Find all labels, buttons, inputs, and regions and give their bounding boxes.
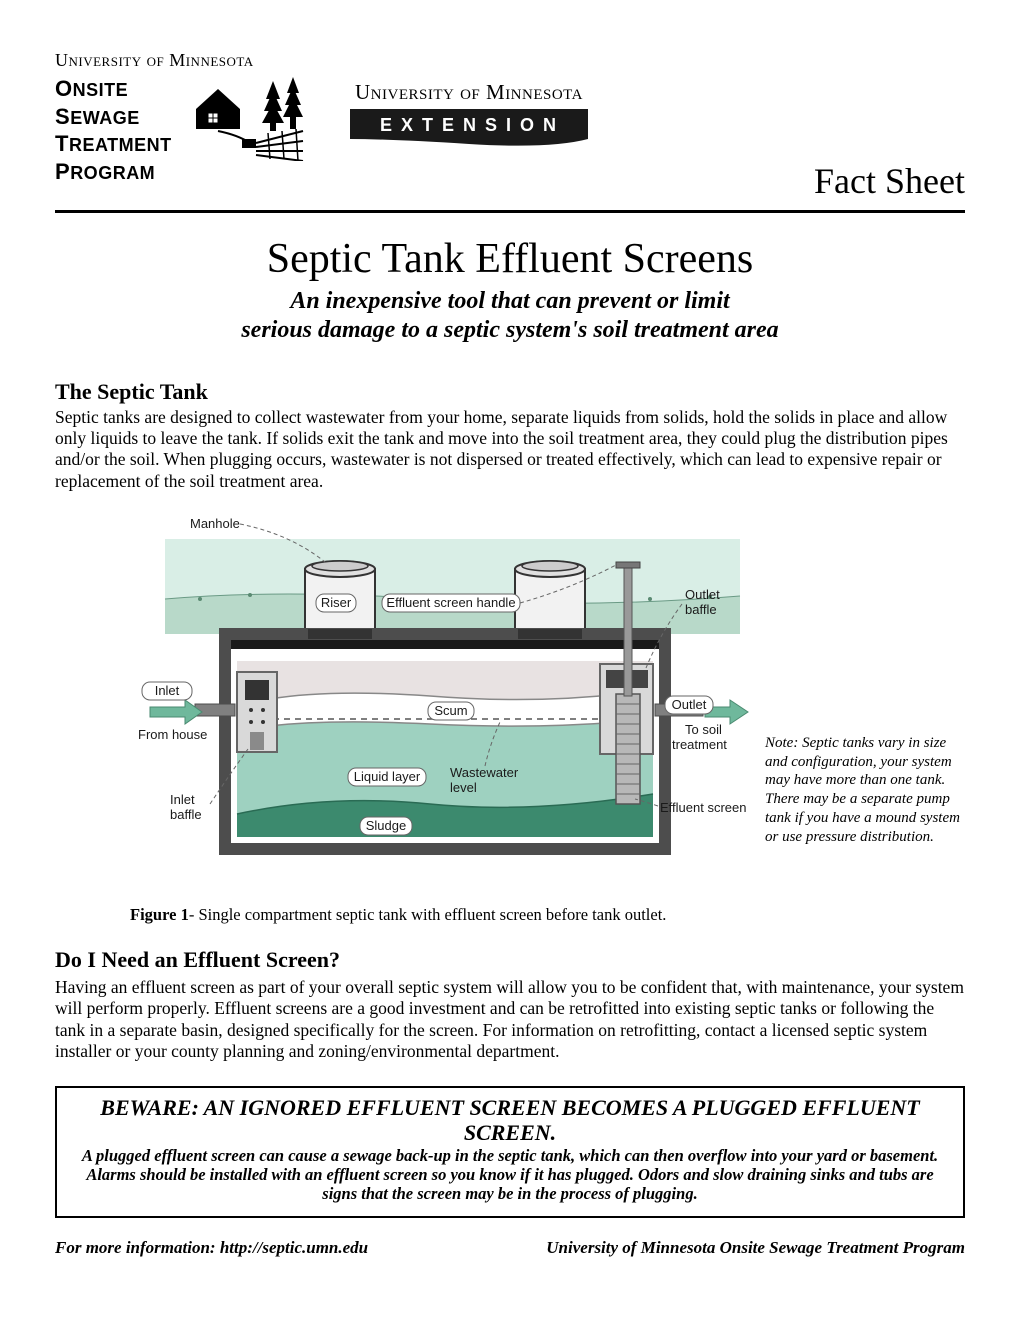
label-from-house: From house	[138, 727, 207, 742]
septic-tank-diagram: Manhole Riser Effluent screen handle Out…	[130, 504, 750, 899]
figure-1-wrap: Manhole Riser Effluent screen handle Out…	[55, 504, 965, 925]
footer-left: For more information: http://septic.umn.…	[55, 1238, 368, 1258]
subtitle-line-1: An inexpensive tool that can prevent or …	[290, 288, 729, 314]
inlet-baffle-shape	[237, 672, 277, 752]
header-center-branding: University of Minnesota E X T E N S I O …	[350, 80, 588, 154]
page-footer: For more information: http://septic.umn.…	[55, 1238, 965, 1258]
label-outlet: Outlet	[672, 697, 707, 712]
beware-body: A plugged effluent screen can cause a se…	[71, 1147, 949, 1204]
section-heading-need-screen: Do I Need an Effluent Screen?	[55, 947, 965, 973]
header-left-branding: University of Minnesota ONSITE SEWAGE TR…	[55, 50, 308, 185]
section-heading-septic-tank: The Septic Tank	[55, 379, 965, 405]
label-inlet-baffle-1: Inlet	[170, 792, 195, 807]
label-effluent-screen: Effluent screen	[660, 800, 746, 815]
beware-box: BEWARE: AN IGNORED EFFLUENT SCREEN BECOM…	[55, 1086, 965, 1217]
label-to-soil-1: To soil	[685, 722, 722, 737]
section-body-need-screen: Having an effluent screen as part of you…	[55, 977, 965, 1062]
page-header: University of Minnesota ONSITE SEWAGE TR…	[55, 50, 965, 213]
university-name-top: University of Minnesota	[55, 50, 308, 71]
fact-sheet-label: Fact Sheet	[814, 160, 965, 202]
program-line-4: ROGRAM	[70, 163, 155, 183]
program-line-3: REATMENT	[69, 135, 172, 155]
label-effluent-handle: Effluent screen handle	[386, 595, 515, 610]
document-title: Septic Tank Effluent Screens	[55, 235, 965, 283]
label-wastewater-2: level	[450, 780, 477, 795]
riser-right	[515, 561, 585, 629]
label-inlet: Inlet	[155, 683, 180, 698]
subtitle-line-2: serious damage to a septic system's soil…	[241, 317, 778, 343]
extension-label: E X T E N S I O N	[380, 115, 558, 135]
label-outlet-baffle-2: baffle	[685, 602, 717, 617]
university-name-center: University of Minnesota	[350, 80, 588, 105]
figure-caption-text: - Single compartment septic tank with ef…	[189, 905, 667, 924]
figure-caption: Figure 1- Single compartment septic tank…	[130, 905, 965, 925]
label-manhole: Manhole	[190, 516, 240, 531]
label-wastewater-1: Wastewater	[450, 765, 519, 780]
label-riser: Riser	[321, 595, 352, 610]
extension-ribbon: E X T E N S I O N	[350, 109, 588, 149]
label-outlet-baffle-1: Outlet	[685, 587, 720, 602]
figure-caption-label: Figure 1	[130, 905, 189, 924]
program-line-1: NSITE	[73, 80, 129, 100]
house-logo-icon	[178, 71, 308, 161]
program-branding: ONSITE SEWAGE TREATMENT PROGRAM	[55, 75, 308, 185]
beware-title: BEWARE: AN IGNORED EFFLUENT SCREEN BECOM…	[71, 1096, 949, 1144]
title-block: Septic Tank Effluent Screens An inexpens…	[55, 235, 965, 345]
program-line-2: EWAGE	[70, 108, 140, 128]
label-to-soil-2: treatment	[672, 737, 727, 752]
page: University of Minnesota ONSITE SEWAGE TR…	[0, 0, 1020, 1288]
figure-note: Note: Septic tanks vary in size and conf…	[765, 734, 965, 847]
label-scum: Scum	[434, 703, 467, 718]
footer-right: University of Minnesota Onsite Sewage Tr…	[546, 1238, 965, 1258]
section-body-septic-tank: Septic tanks are designed to collect was…	[55, 407, 965, 492]
label-sludge: Sludge	[366, 818, 406, 833]
label-liquid-layer: Liquid layer	[354, 769, 421, 784]
document-subtitle: An inexpensive tool that can prevent or …	[55, 287, 965, 345]
program-text: ONSITE SEWAGE TREATMENT PROGRAM	[55, 75, 172, 185]
label-inlet-baffle-2: baffle	[170, 807, 202, 822]
